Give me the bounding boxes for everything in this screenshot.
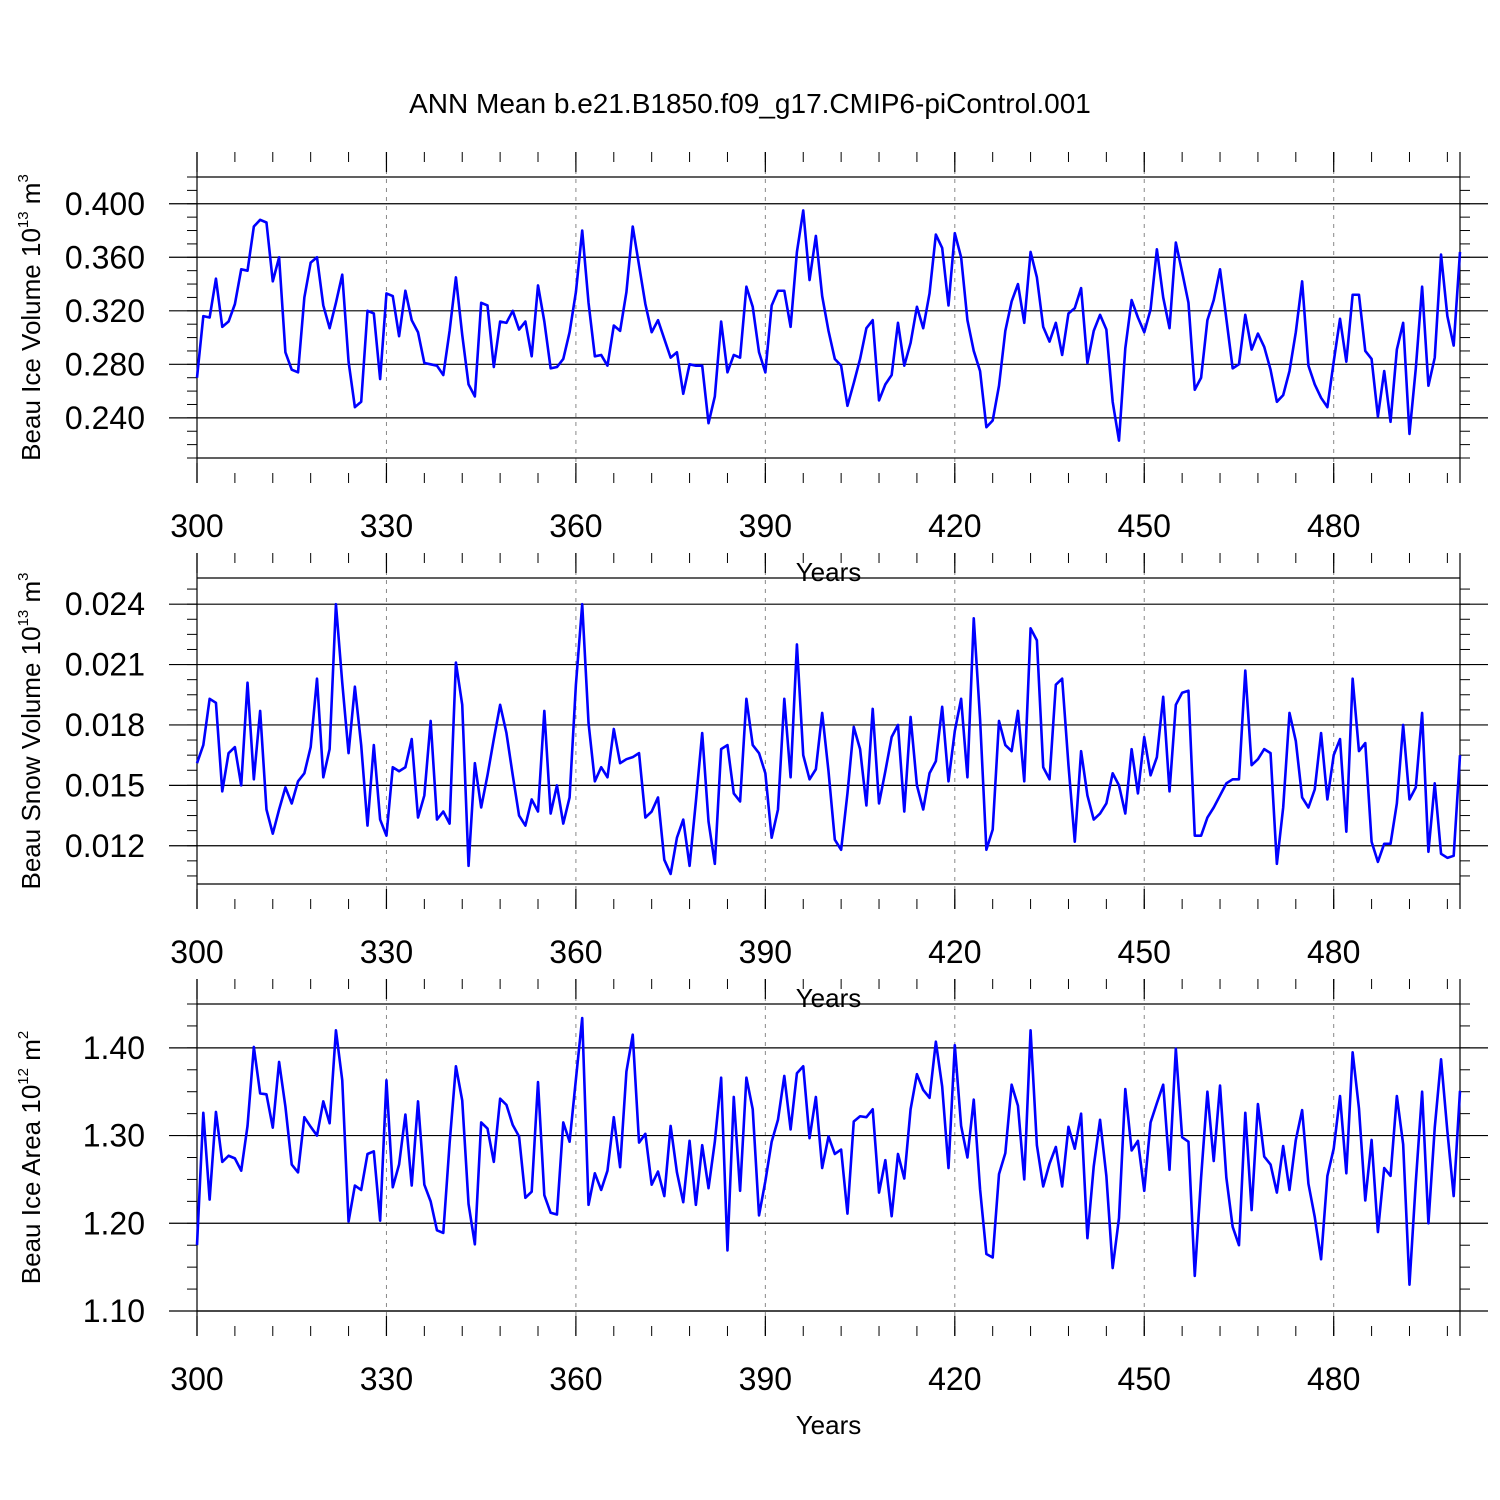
y-axis-title-superscript: 3 [15,573,32,581]
y-axis-title: Beau Snow Volume 1013 m3 [15,573,46,890]
panel-1: 0.240 0.280 0.320 0.360 0.400 300 330 360 390 420… [15,152,1488,587]
x-tick-label: 330 [360,934,413,970]
y-axis-title: Beau Ice Volume 1013 m3 [15,174,46,461]
y-axis-title-part: m [16,1039,46,1068]
y-axis-title-part: Beau Ice Volume 10 [16,228,46,461]
y-axis-title-superscript: 12 [15,1068,32,1085]
x-tick-label: 360 [549,508,602,544]
y-axis-title-superscript: 13 [15,610,32,627]
panel-2: 0.012 0.015 0.018 0.021 0.024 300 330 360 390 420… [15,553,1488,1013]
x-tick-label: 480 [1307,934,1360,970]
x-tick-label: 300 [170,508,223,544]
x-axis-title: Years [796,557,862,587]
y-tick-label: 1.40 [83,1030,145,1066]
y-tick-label: 0.024 [65,586,145,622]
y-axis-title-part: m [16,581,46,610]
y-tick-label: 0.280 [65,346,145,382]
x-tick-label: 300 [170,934,223,970]
x-tick-label: 450 [1118,934,1171,970]
y-tick-label: 0.018 [65,707,145,743]
x-tick-label: 450 [1118,508,1171,544]
chart-title: ANN Mean b.e21.B1850.f09_g17.CMIP6-piCon… [409,88,1091,119]
y-tick-label: 0.015 [65,767,145,803]
y-tick-label: 0.360 [65,239,145,275]
y-tick-label: 0.012 [65,828,145,864]
series-line [195,209,1462,442]
y-tick-label: 0.021 [65,647,145,683]
x-tick-label: 420 [928,934,981,970]
y-tick-label: 0.240 [65,400,145,436]
y-axis-title-part: m [16,183,46,212]
x-tick-label: 330 [360,508,413,544]
y-axis-title: Beau Ice Area 1012 m2 [15,1031,46,1284]
y-axis-title-part: Beau Snow Volume 10 [16,626,46,889]
x-tick-label: 330 [360,1361,413,1397]
y-tick-label: 1.30 [83,1118,145,1154]
y-tick-label: 0.320 [65,293,145,329]
x-tick-label: 420 [928,1361,981,1397]
x-axis-title: Years [796,1410,862,1440]
series-line [195,1016,1462,1286]
y-tick-label: 1.20 [83,1205,145,1241]
series-line [195,602,1462,876]
y-tick-label: 0.400 [65,186,145,222]
y-axis-title-superscript: 3 [15,174,32,182]
x-tick-label: 480 [1307,1361,1360,1397]
y-axis-title-superscript: 13 [15,211,32,228]
y-tick-label: 1.10 [83,1293,145,1329]
x-tick-label: 360 [549,934,602,970]
panel-3: 1.10 1.20 1.30 1.40 300 330 360 390 420 450 480 Yea… [15,979,1488,1440]
x-tick-label: 390 [739,934,792,970]
x-tick-label: 480 [1307,508,1360,544]
x-axis-title: Years [796,983,862,1013]
x-tick-label: 390 [739,508,792,544]
x-tick-label: 390 [739,1361,792,1397]
x-tick-label: 300 [170,1361,223,1397]
x-tick-label: 420 [928,508,981,544]
x-tick-label: 450 [1118,1361,1171,1397]
x-tick-label: 360 [549,1361,602,1397]
y-axis-title-superscript: 2 [15,1031,32,1039]
y-axis-title-part: Beau Ice Area 10 [16,1085,46,1284]
